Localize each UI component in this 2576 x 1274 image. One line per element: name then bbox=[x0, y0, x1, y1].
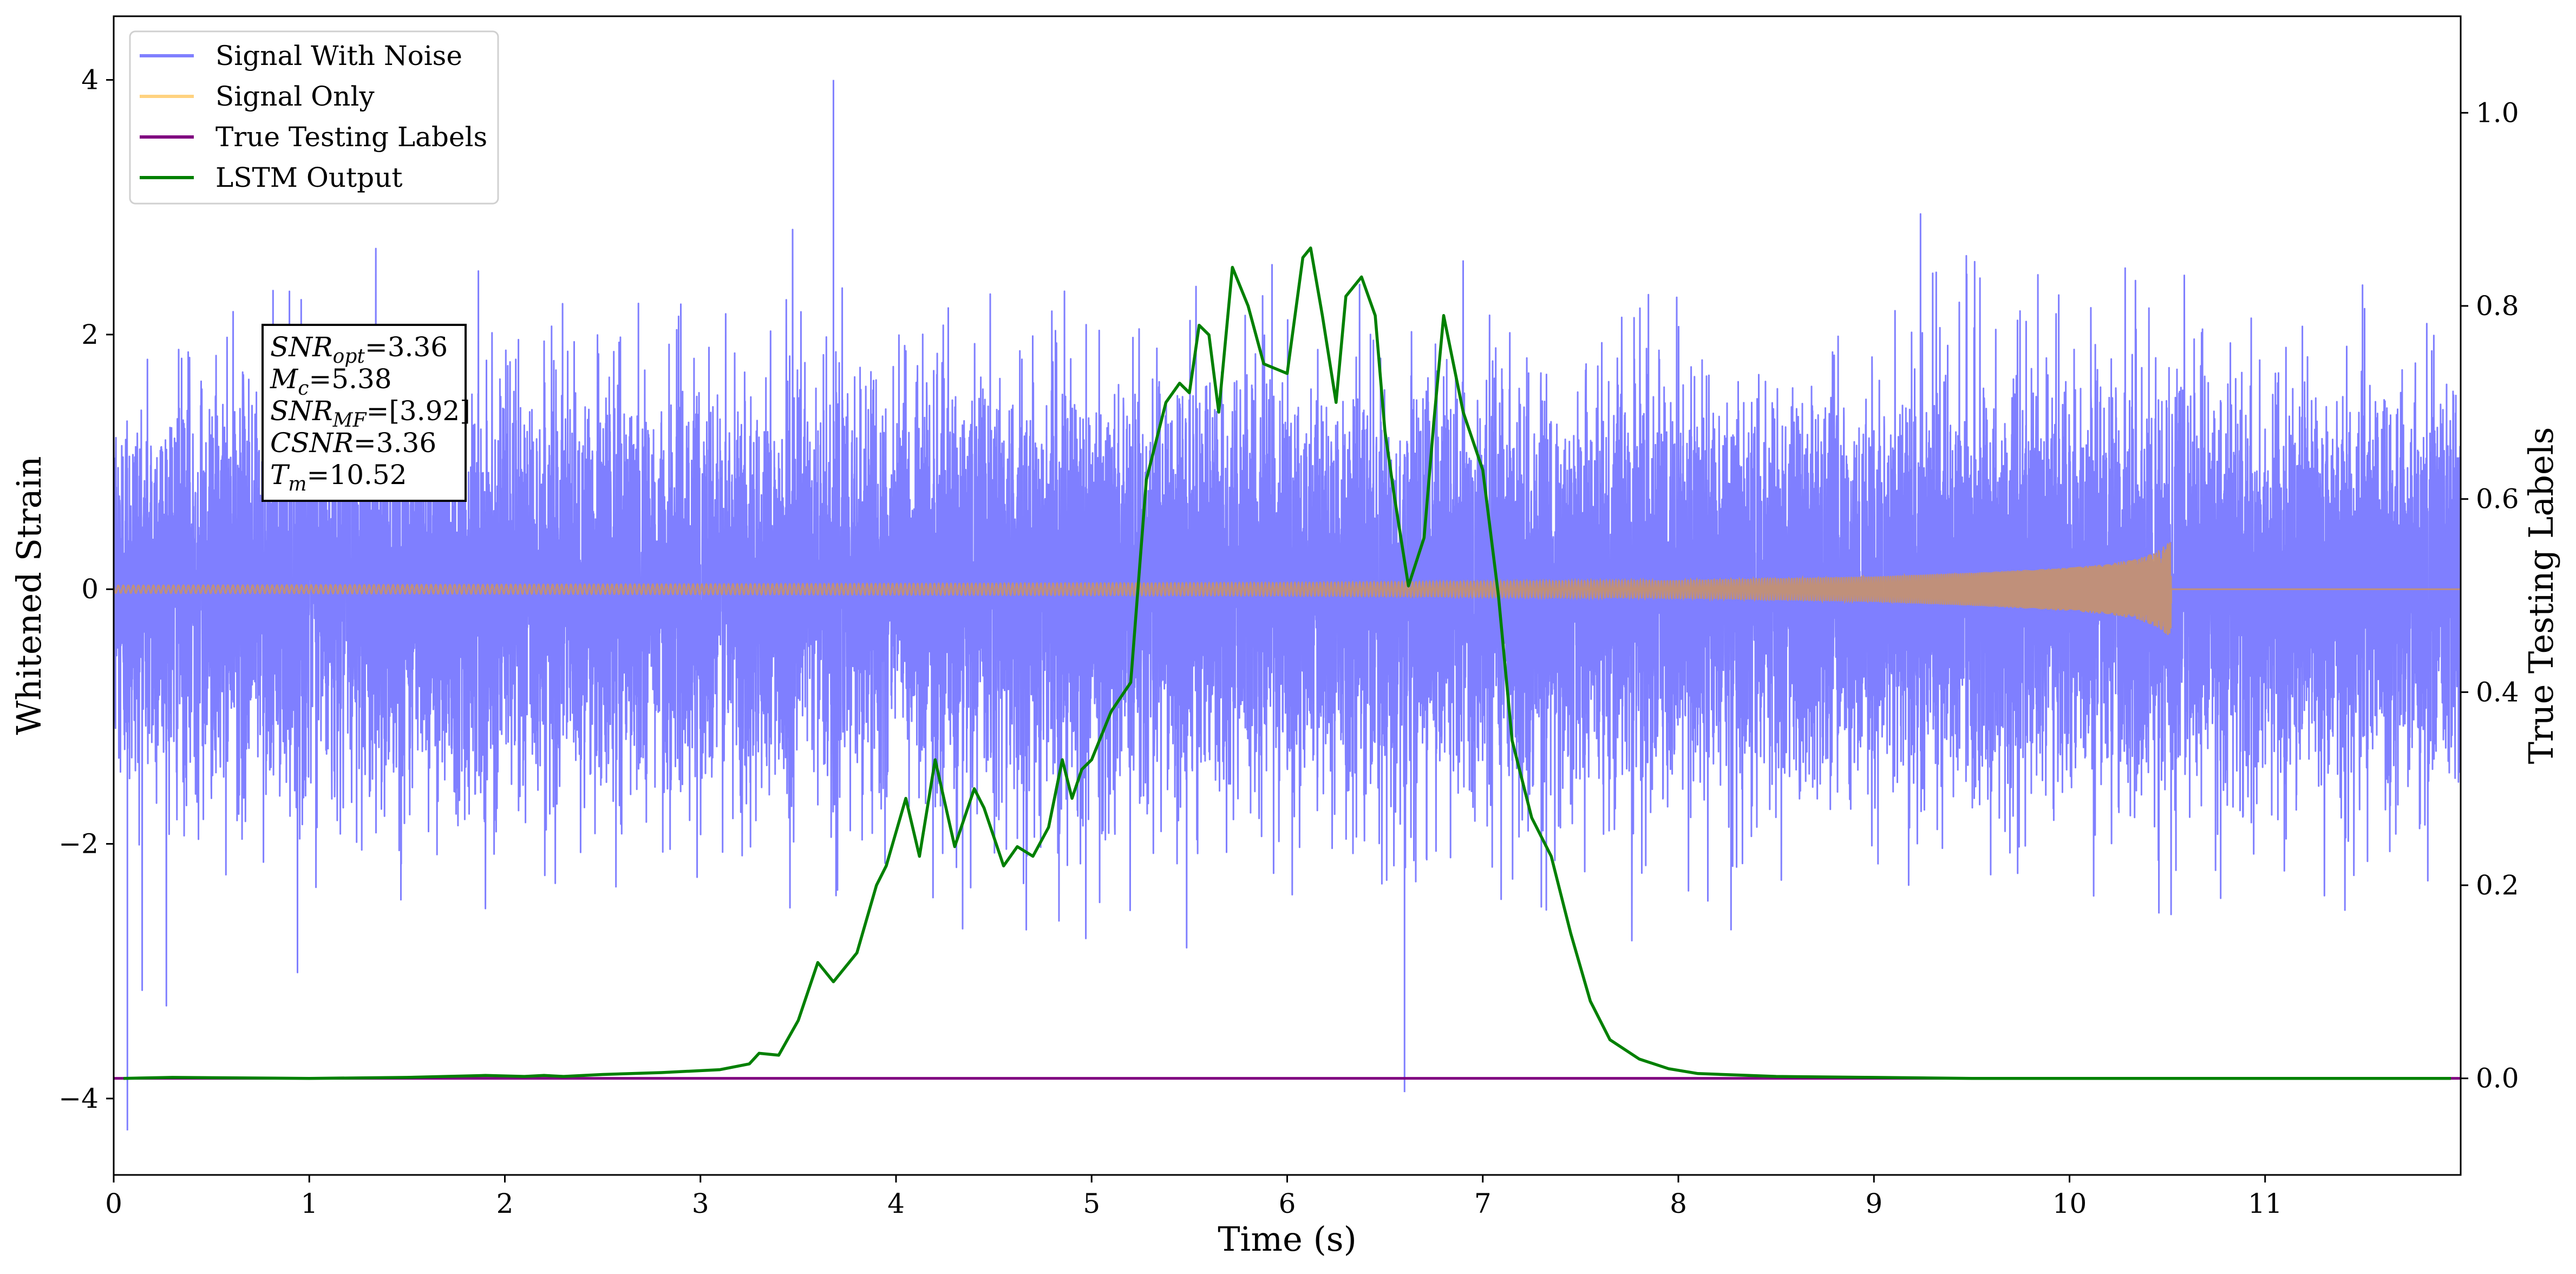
annotation-value: =5.38 bbox=[309, 363, 391, 395]
series-signal-with-noise bbox=[114, 213, 2461, 1007]
annotation-subscript: opt bbox=[333, 345, 365, 368]
annotation-line: SNRopt=3.36 bbox=[270, 331, 448, 368]
annotation-value: =[3.92] bbox=[367, 395, 470, 427]
annotation-subscript: MF bbox=[332, 409, 368, 432]
x-tick-label: 8 bbox=[1670, 1188, 1687, 1219]
y-tick-label: −2 bbox=[58, 828, 99, 860]
legend-label: Signal With Noise bbox=[215, 40, 462, 71]
annotation-symbol: M bbox=[270, 363, 299, 395]
annotation-line: CSNR=3.36 bbox=[270, 427, 436, 459]
annotation-value: =10.52 bbox=[307, 459, 407, 491]
x-tick-label: 10 bbox=[2052, 1188, 2087, 1219]
x-tick-label: 7 bbox=[1474, 1188, 1492, 1219]
y2-tick-label: 0.4 bbox=[2476, 676, 2519, 708]
x-tick-label: 1 bbox=[300, 1188, 318, 1219]
annotation-box-frame bbox=[261, 324, 467, 502]
y2-tick-label: 0.6 bbox=[2476, 484, 2519, 515]
series-signal-only bbox=[114, 542, 2461, 635]
x-tick-label: 0 bbox=[105, 1188, 122, 1219]
plot-frame bbox=[113, 15, 2462, 1176]
y-axis-label: Whitened Strain bbox=[9, 456, 49, 735]
legend-label: Signal Only bbox=[215, 81, 375, 112]
x-tick-label: 2 bbox=[496, 1188, 514, 1219]
y-axis-ticks: −4 −2 0 2 4 bbox=[58, 64, 114, 1114]
y-tick-label: −4 bbox=[58, 1083, 99, 1114]
x-tick-label: 5 bbox=[1083, 1188, 1100, 1219]
legend-frame bbox=[129, 30, 499, 205]
annotation-subscript: c bbox=[298, 377, 309, 400]
x-tick-label: 4 bbox=[887, 1188, 905, 1219]
annotation-value: =3.36 bbox=[354, 427, 436, 459]
annotation-value: =3.36 bbox=[365, 331, 448, 363]
x-tick-label: 6 bbox=[1279, 1188, 1296, 1219]
y2-axis-ticks: 0.0 0.2 0.4 0.6 0.8 1.0 bbox=[2461, 97, 2519, 1094]
plot-area bbox=[114, 80, 2461, 1131]
annotation-line: Tm=10.52 bbox=[270, 459, 407, 495]
annotation-subscript: m bbox=[288, 473, 306, 495]
annotation-line: Mc=5.38 bbox=[270, 363, 392, 400]
legend-label: True Testing Labels bbox=[215, 121, 487, 153]
annotation-symbol: CSNR bbox=[270, 427, 354, 459]
annotation-symbol: T bbox=[270, 459, 290, 491]
x-axis-ticks: 0 1 2 3 4 5 6 7 8 9 10 11 bbox=[105, 1175, 2283, 1219]
x-axis-label: Time (s) bbox=[1218, 1219, 1357, 1259]
annotation-symbol: SNR bbox=[270, 395, 333, 427]
y2-axis-label: True Testing Labels bbox=[2521, 427, 2561, 765]
y-tick-label: 0 bbox=[81, 573, 99, 605]
x-tick-label: 9 bbox=[1865, 1188, 1882, 1219]
parameter-annotation-box: SNRopt=3.36Mc=5.38SNRMF=[3.92]CSNR=3.36T… bbox=[261, 324, 470, 502]
y-tick-label: 4 bbox=[81, 64, 99, 96]
x-tick-label: 3 bbox=[692, 1188, 709, 1219]
legend: Signal With Noise Signal Only True Testing… bbox=[129, 30, 499, 205]
y2-tick-label: 0.8 bbox=[2476, 290, 2519, 322]
series-lstm-output bbox=[123, 246, 2451, 1080]
annotation-symbol: SNR bbox=[270, 331, 333, 363]
annotation-line: SNRMF=[3.92] bbox=[270, 395, 470, 432]
y2-tick-label: 1.0 bbox=[2476, 97, 2519, 128]
legend-label: LSTM Output bbox=[215, 162, 402, 193]
y2-tick-label: 0.0 bbox=[2476, 1063, 2519, 1094]
x-tick-label: 11 bbox=[2248, 1188, 2283, 1219]
y-tick-label: 2 bbox=[81, 319, 99, 350]
y2-tick-label: 0.2 bbox=[2476, 870, 2519, 901]
